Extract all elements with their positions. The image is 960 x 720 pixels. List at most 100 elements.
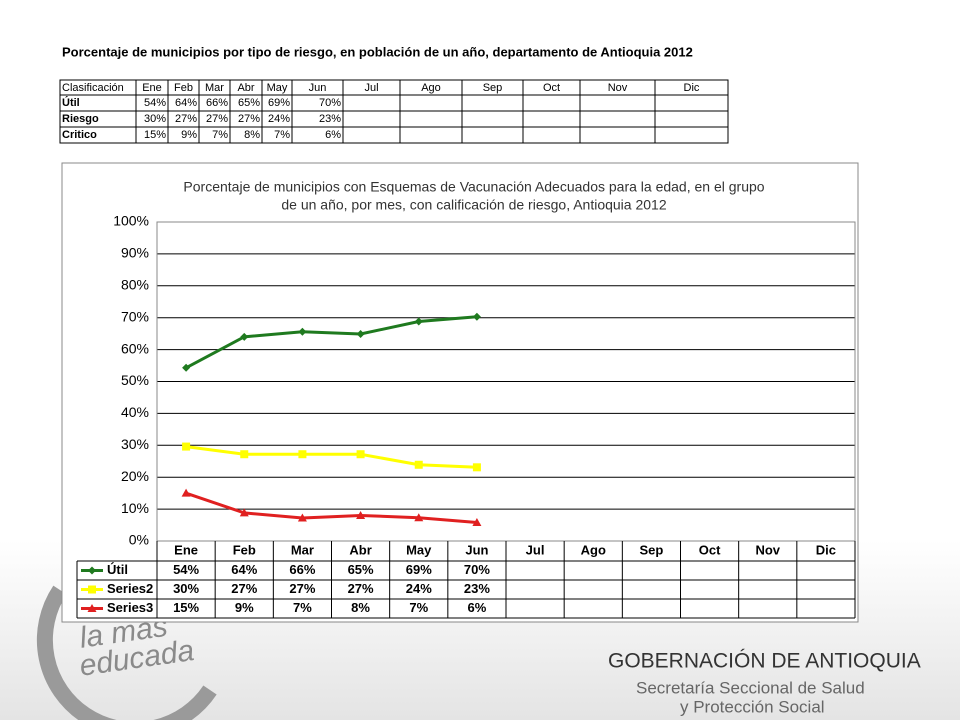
y-tick-label: 20% xyxy=(121,468,149,484)
marker xyxy=(414,513,424,522)
table-header: Ago xyxy=(421,82,441,94)
data-label: 27% xyxy=(348,581,374,596)
marker xyxy=(239,508,249,517)
chart-title: de un año, por mes, con calificación de … xyxy=(281,197,666,213)
y-tick-label: 90% xyxy=(121,245,149,261)
data-label: 70% xyxy=(464,562,490,577)
table-header: Mar xyxy=(205,82,224,94)
legend-label: Series2 xyxy=(107,581,153,596)
y-tick-label: 0% xyxy=(129,532,149,548)
marker xyxy=(472,517,482,526)
legend-label: Útil xyxy=(107,562,128,577)
table-cell: 69% xyxy=(268,97,290,109)
table-cell: Critico xyxy=(62,129,97,141)
table-header: Oct xyxy=(543,82,560,94)
y-tick-label: 80% xyxy=(121,277,149,293)
table-cell: 6% xyxy=(325,129,341,141)
y-tick-label: 70% xyxy=(121,308,149,324)
table-cell: 23% xyxy=(319,113,341,125)
table-header: Jul xyxy=(364,82,378,94)
table-header: Jun xyxy=(309,82,327,94)
data-label: 30% xyxy=(173,581,199,596)
data-label: 6% xyxy=(468,600,487,615)
table-cell: Útil xyxy=(62,96,80,109)
table-cell: 27% xyxy=(175,113,197,125)
table-header: Nov xyxy=(608,82,628,94)
x-tick-label: Abr xyxy=(349,542,371,557)
marker xyxy=(297,513,307,522)
marker xyxy=(88,566,96,575)
x-tick-label: Jul xyxy=(526,542,545,557)
x-tick-label: Mar xyxy=(291,542,314,557)
marker xyxy=(298,327,307,336)
table-cell: 54% xyxy=(144,97,166,109)
x-tick-label: Nov xyxy=(755,542,780,557)
y-tick-label: 10% xyxy=(121,500,149,516)
page-title: Porcentaje de municipios por tipo de rie… xyxy=(62,44,693,59)
y-tick-label: 30% xyxy=(121,436,149,452)
marker xyxy=(88,585,96,594)
table-header: Feb xyxy=(174,82,193,94)
marker xyxy=(356,450,365,459)
y-tick-label: 60% xyxy=(121,340,149,356)
org-name: GOBERNACIÓN DE ANTIOQUIA xyxy=(608,650,921,673)
data-label: 69% xyxy=(406,562,432,577)
series-line xyxy=(185,491,478,524)
table-cell: 27% xyxy=(206,113,228,125)
table-cell: 65% xyxy=(238,97,260,109)
logo-arc xyxy=(36,585,217,720)
dept-name: Secretaría Seccional de Salud xyxy=(636,678,865,697)
plot: 0% 10% 20% 30% 40% 50% 60% 70% 80% 90% 100% Ene Feb M… xyxy=(76,213,856,619)
table-header: Ene xyxy=(142,82,162,94)
x-tick-label: Oct xyxy=(699,542,721,557)
table-cell: Riesgo xyxy=(62,113,99,125)
table-cell: 70% xyxy=(319,97,341,109)
data-label: 15% xyxy=(173,600,199,615)
table-cell: 64% xyxy=(175,97,197,109)
marker xyxy=(414,317,423,326)
table-header: Sep xyxy=(483,82,503,94)
marker xyxy=(414,460,423,469)
data-label: 27% xyxy=(231,581,257,596)
data-label: 8% xyxy=(351,600,370,615)
y-tick-label: 50% xyxy=(121,372,149,388)
data-label: 23% xyxy=(464,581,490,596)
data-label: 65% xyxy=(348,562,374,577)
table-header: May xyxy=(267,82,288,94)
marker xyxy=(240,450,249,459)
data-label: 9% xyxy=(235,600,254,615)
x-tick-label: Ago xyxy=(581,542,606,557)
x-tick-label: Sep xyxy=(639,542,663,557)
y-tick-label: 40% xyxy=(121,404,149,420)
summary-table: Clasificación Ene Feb Mar Abr May Jun Jul Ago Sep… xyxy=(59,79,729,144)
series-line xyxy=(185,315,478,370)
marker xyxy=(182,442,191,451)
table-header: Dic xyxy=(684,82,700,94)
table-cell: 27% xyxy=(238,113,260,125)
data-label: 66% xyxy=(289,562,315,577)
chart-frame xyxy=(61,162,859,623)
table-header: Clasificación xyxy=(62,82,124,94)
table-cell: 15% xyxy=(144,129,166,141)
marker xyxy=(298,450,307,459)
marker xyxy=(182,363,191,372)
table-cell: 8% xyxy=(244,129,260,141)
x-tick-label: Dic xyxy=(816,542,836,557)
marker xyxy=(472,463,481,472)
legend-label: Series3 xyxy=(107,600,153,615)
table-cell: 9% xyxy=(181,129,197,141)
data-label: 7% xyxy=(293,600,312,615)
marker xyxy=(240,332,249,341)
marker xyxy=(472,312,481,321)
marker xyxy=(356,510,366,519)
data-label: 27% xyxy=(289,581,315,596)
marker xyxy=(181,488,191,497)
x-tick-label: May xyxy=(406,542,432,557)
table-cell: 30% xyxy=(144,113,166,125)
x-tick-label: Feb xyxy=(233,542,256,557)
chart-title: Porcentaje de municipios con Esquemas de… xyxy=(183,179,764,195)
dept-name: y Protección Social xyxy=(680,697,825,716)
table-cell: 7% xyxy=(212,129,228,141)
data-label: 7% xyxy=(409,600,428,615)
table-cell: 24% xyxy=(268,113,290,125)
